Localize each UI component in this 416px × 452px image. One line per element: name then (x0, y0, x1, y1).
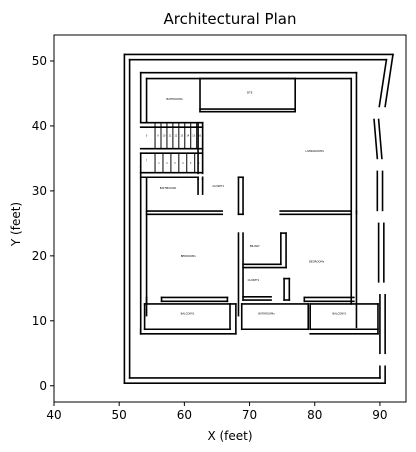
room-label: CLOSET1 (248, 278, 260, 282)
room-label: SITE (247, 90, 253, 94)
x-axis-label: X (feet) (207, 429, 252, 443)
chart-title: Architectural Plan (164, 10, 297, 28)
x-axis-ticks: 40 50 60 70 80 90 (46, 402, 388, 422)
x-tick-label: 40 (46, 408, 61, 422)
x-tick-label: 70 (242, 408, 257, 422)
stair-start-label: 0 (146, 135, 148, 138)
room-label: BALCONY1 (181, 311, 195, 315)
wall-segment (373, 118, 379, 160)
room-label: CLOSET1 (212, 184, 224, 188)
stair-step-number: 13 (180, 135, 183, 138)
stair-step-number: 16 (198, 135, 201, 138)
room-label: BATHROOMx (258, 311, 275, 315)
room-label: BEDROOMx (309, 259, 325, 263)
y-tick-label: 0 (39, 379, 47, 393)
y-tick-label: 30 (32, 184, 47, 198)
stair-step-number: 3 (174, 162, 176, 165)
stair-step-number: 1 (158, 162, 160, 165)
wall-segment (384, 53, 394, 108)
stair-step-number: 6 (198, 162, 200, 165)
room-label: BALCONY1 (332, 311, 346, 315)
stair-step-number: 2 (166, 162, 168, 165)
room-label: BATHROOMx (166, 97, 183, 101)
stair-step-number: 9 (157, 135, 159, 138)
wall-segment (377, 118, 383, 160)
y-tick-label: 50 (32, 54, 47, 68)
stair-step-number: 15 (192, 135, 195, 138)
stair-step-number: 5 (190, 162, 192, 165)
room-label: BEDROOMx (181, 254, 197, 258)
x-tick-label: 60 (177, 408, 192, 422)
stair-step-number: 4 (182, 162, 184, 165)
y-tick-label: 20 (32, 249, 47, 263)
stair-step-number: 10 (163, 135, 166, 138)
stair-step-number: 12 (174, 135, 177, 138)
wall-segment (378, 58, 388, 108)
y-tick-label: 10 (32, 314, 47, 328)
stair-start-label: 7 (146, 160, 148, 163)
x-tick-label: 90 (372, 408, 387, 422)
room-label: LIVINGROOM1 (305, 149, 324, 153)
plot-area: 9 10 11 12 13 14 15 161 2 3 4 5 607BATHROOMxSITELIVI… (123, 53, 394, 384)
y-axis-ticks: 0 10 20 30 40 50 (32, 54, 54, 393)
room-label: BR-WAY (250, 244, 260, 248)
stair-step-number: 14 (186, 135, 189, 138)
x-tick-label: 50 (112, 408, 127, 422)
x-tick-label: 80 (307, 408, 322, 422)
y-tick-label: 40 (32, 119, 47, 133)
plot-frame (53, 34, 407, 403)
room-label: BATHROOMx (160, 186, 177, 190)
stair-step-number: 11 (169, 135, 172, 138)
y-axis-label: Y (feet) (9, 202, 23, 247)
